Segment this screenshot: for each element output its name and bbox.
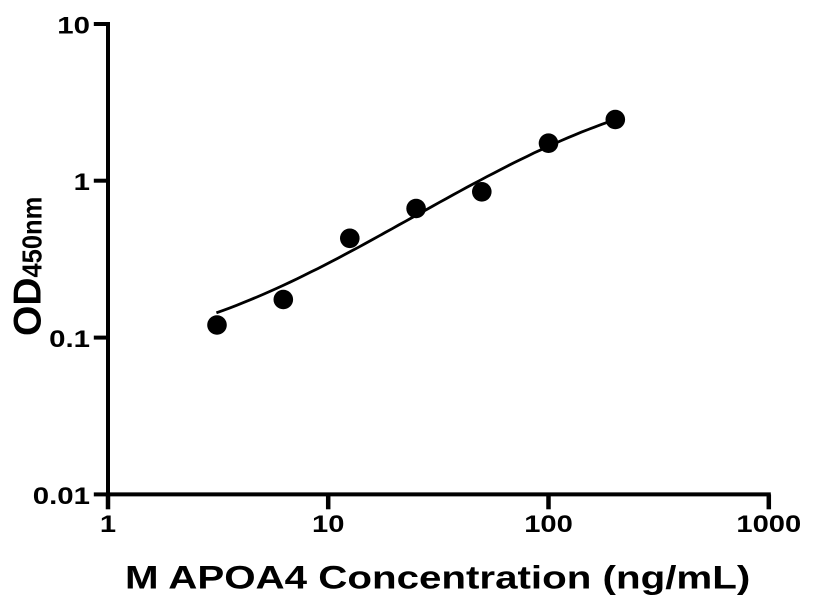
svg-text:450nm: 450nm — [16, 197, 47, 278]
svg-text:1: 1 — [100, 510, 116, 537]
svg-text:100: 100 — [524, 510, 573, 537]
svg-text:1000: 1000 — [736, 510, 801, 537]
svg-text:10: 10 — [57, 12, 90, 39]
svg-text:M APOA4 Concentration (ng/mL): M APOA4 Concentration (ng/mL) — [125, 560, 750, 596]
svg-text:10: 10 — [312, 510, 344, 537]
svg-text:0.1: 0.1 — [49, 325, 90, 352]
svg-text:0.01: 0.01 — [33, 482, 90, 509]
svg-text:1: 1 — [74, 168, 90, 195]
svg-text:OD: OD — [6, 278, 49, 337]
